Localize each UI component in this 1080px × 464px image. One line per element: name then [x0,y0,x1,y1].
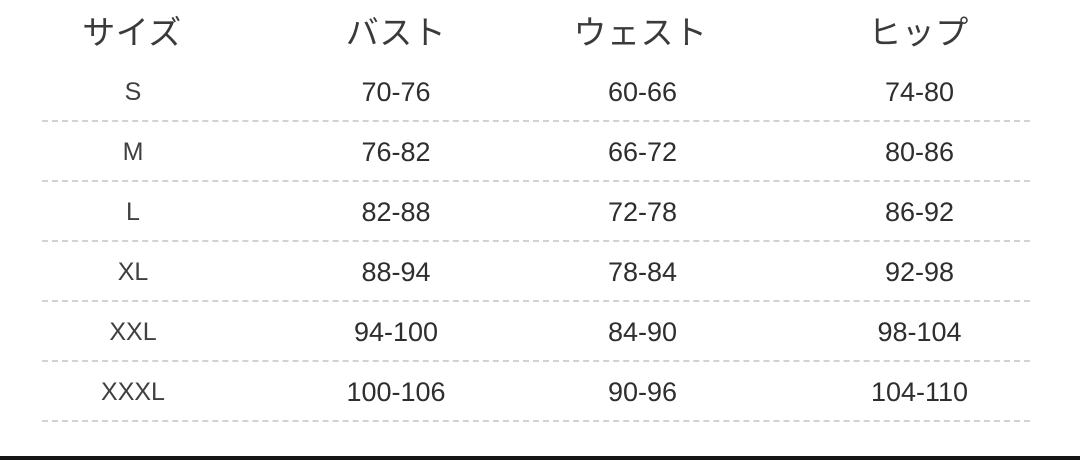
cell-waist: 60-66 [607,76,678,107]
cell-size: XXL [109,317,157,346]
cell-size: S [124,77,142,106]
cell-size: L [126,197,140,226]
cell-hip: 98-104 [877,316,962,347]
cell-bust: 100-106 [346,376,446,407]
column-header-size: サイズ [82,14,182,51]
cell-size: M [122,137,144,166]
cell-bust: 76-82 [361,136,431,167]
cell-waist: 72-78 [607,196,678,227]
cell-hip: 86-92 [884,196,955,227]
cell-waist: 90-96 [607,376,678,407]
table-row: XL 88-94 78-84 92-98 [0,242,1080,302]
cell-bust: 82-88 [361,196,431,227]
cell-hip: 104-110 [870,376,969,407]
bottom-divider [0,456,1080,460]
column-header-bust: バスト [345,14,447,51]
cell-bust: 70-76 [361,76,431,107]
cell-size: XXXL [101,377,165,406]
cell-hip: 80-86 [884,136,955,167]
cell-hip: 92-98 [884,256,955,287]
table-row: M 76-82 66-72 80-86 [0,122,1080,182]
cell-waist: 78-84 [607,256,678,287]
cell-hip: 74-80 [884,76,955,107]
cell-bust: 88-94 [361,256,431,287]
cell-waist: 66-72 [607,136,678,167]
column-header-hip: ヒップ [868,14,969,51]
table-row: XXXL 100-106 90-96 104-110 [0,362,1080,422]
table-row: XXL 94-100 84-90 98-104 [0,302,1080,362]
table-row: S 70-76 60-66 74-80 [0,62,1080,122]
table-row: L 82-88 72-78 86-92 [0,182,1080,242]
cell-size: XL [117,257,149,286]
cell-bust: 94-100 [353,316,439,347]
size-chart-table: サイズ バスト ウェスト ヒップ S 70-76 60-66 74-80 M 7… [0,0,1080,422]
cell-waist: 84-90 [607,316,678,347]
table-header-row: サイズ バスト ウェスト ヒップ [0,0,1080,62]
column-header-waist: ウェスト [573,14,708,51]
